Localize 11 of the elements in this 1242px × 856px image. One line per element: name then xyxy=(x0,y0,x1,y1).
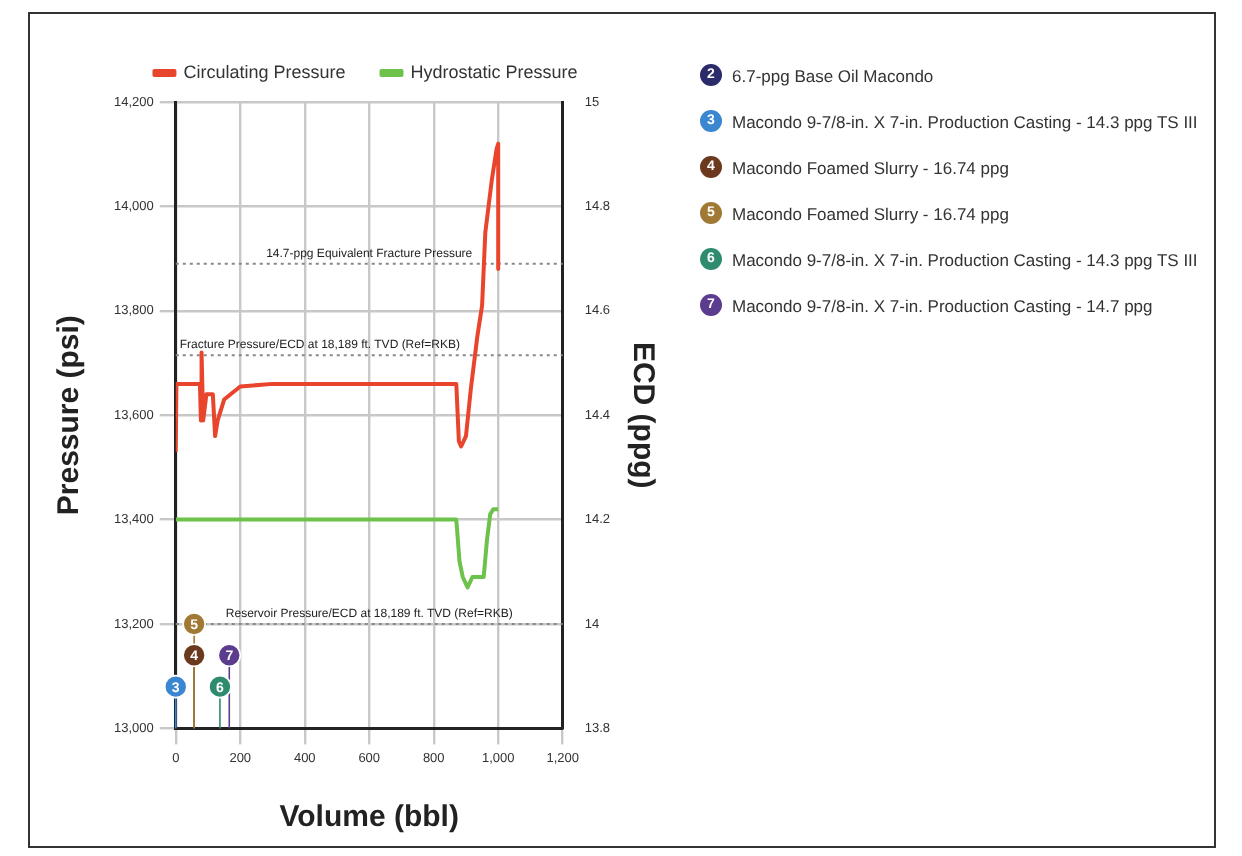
legend-label: 6.7-ppg Base Oil Macondo xyxy=(732,65,934,85)
legend-label: Macondo 9-7/8-in. X 7-in. Production Casting - 14.7 ppg xyxy=(732,295,1153,315)
legend-label: Macondo 9-7/8-in. X 7-in. Production Casting - 14.3 ppg TS III xyxy=(732,111,1198,131)
legend-label: Macondo Foamed Slurry - 16.74 ppg xyxy=(732,157,1009,177)
legend-label: Macondo Foamed Slurry - 16.74 ppg xyxy=(732,203,1009,223)
legend-label: Macondo 9-7/8-in. X 7-in. Production Casting - 14.3 ppg TS III xyxy=(732,249,1198,269)
y2-axis-title: ECD (ppg) xyxy=(625,341,660,489)
x-axis-title: Volume (bbl) xyxy=(279,800,459,835)
legend-label: Circulating Pressure xyxy=(183,61,346,82)
legend-label: Hydrostatic Pressure xyxy=(410,61,578,82)
y-axis-title: Pressure (psi) xyxy=(52,315,87,516)
